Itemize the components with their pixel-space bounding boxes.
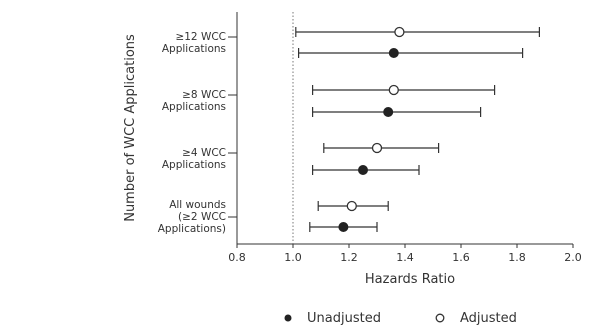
x-tick-label: 1.0 — [284, 251, 302, 264]
legend-marker-unadjusted — [284, 314, 292, 322]
category-label: Applications — [162, 101, 226, 113]
adjusted-point — [394, 26, 405, 38]
category-label: Applications — [162, 43, 226, 55]
legend-marker-adjusted — [435, 313, 445, 323]
legend-label: Adjusted — [460, 311, 517, 326]
unadjusted-point — [383, 107, 394, 117]
adjusted-point — [346, 200, 357, 212]
legend-label: Unadjusted — [307, 311, 381, 326]
category-label: Applications) — [158, 223, 226, 235]
unadjusted-point — [388, 48, 399, 58]
adjusted-point — [371, 142, 383, 154]
x-tick-label: 1.6 — [452, 251, 470, 264]
category-label: ≥4 WCC — [182, 147, 226, 159]
category-label: ≥12 WCC — [175, 31, 226, 43]
unadjusted-point — [358, 165, 368, 175]
unadjusted-point — [338, 222, 349, 232]
y-axis-title: Number of WCC Applications — [123, 34, 138, 222]
category-label: Applications — [162, 159, 226, 171]
x-tick-label: 0.8 — [228, 251, 246, 264]
category-label: ≥8 WCC — [182, 89, 226, 101]
adjusted-point — [388, 84, 399, 96]
x-tick-label: 1.8 — [508, 251, 526, 264]
category-label: All wounds — [169, 199, 226, 211]
x-tick-label: 1.2 — [340, 251, 358, 264]
category-label: (≥2 WCC — [178, 211, 226, 223]
x-tick-label: 2.0 — [564, 251, 582, 264]
x-axis-title: Hazards Ratio — [365, 272, 455, 287]
x-tick-label: 1.4 — [396, 251, 414, 264]
